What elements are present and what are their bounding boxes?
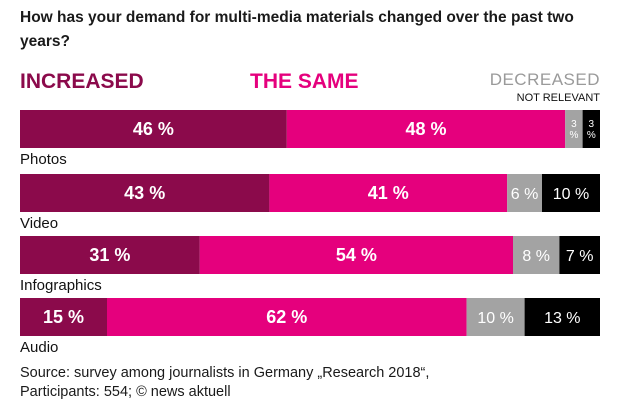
category-label-video: Video [20, 215, 58, 232]
data-label-photos-1: 48 % [405, 119, 446, 139]
bar-segment-audio-2 [466, 298, 525, 336]
data-label-photos-2: 3% [569, 119, 578, 141]
data-label-audio-3: 13 % [544, 310, 580, 327]
data-label-photos-0: 46 % [133, 119, 174, 139]
bar-segment-video-1 [269, 174, 508, 212]
data-label-audio-2: 10 % [477, 310, 513, 327]
bar-segment-infographics-1 [199, 236, 514, 274]
data-label-video-0: 43 % [124, 183, 165, 203]
data-label-infographics-2: 8 % [522, 248, 550, 265]
bar-segment-video-2 [507, 174, 542, 212]
data-label-audio-0: 15 % [43, 307, 84, 327]
data-label-infographics-1: 54 % [336, 245, 377, 265]
data-label-audio-1: 62 % [266, 307, 307, 327]
category-label-audio: Audio [20, 339, 58, 356]
legend-not-relevant: NOT RELEVANT [516, 92, 600, 104]
data-label-video-1: 41 % [368, 183, 409, 203]
legend-the-same: THE SAME [250, 70, 359, 93]
bar-segment-audio-1 [107, 298, 467, 336]
bar-segment-photos-0 [20, 110, 287, 148]
data-label-video-3: 10 % [553, 186, 589, 203]
bar-segment-infographics-3 [559, 236, 600, 274]
bar-segment-photos-1 [286, 110, 566, 148]
source-note: Source: survey among journalists in Germ… [20, 364, 620, 402]
bar-segment-audio-3 [524, 298, 600, 336]
bar-segment-photos-3 [582, 110, 600, 148]
bar-segment-video-3 [542, 174, 600, 212]
data-label-infographics-0: 31 % [89, 245, 130, 265]
bar-segment-video-0 [20, 174, 270, 212]
source-line-1: Source: survey among journalists in Germ… [20, 365, 430, 381]
chart-title: How has your demand for multi-media mate… [20, 9, 574, 50]
category-label-infographics: Infographics [20, 277, 102, 294]
bar-segment-infographics-0 [20, 236, 200, 274]
data-label-video-2: 6 % [511, 186, 539, 203]
legend-decreased: DECREASED [489, 70, 600, 89]
data-label-photos-3: 3% [587, 119, 596, 141]
bar-segment-infographics-2 [513, 236, 560, 274]
source-line-2: Participants: 554; © news aktuell [20, 384, 231, 400]
bar-segment-audio-0 [20, 298, 107, 336]
data-label-infographics-3: 7 % [566, 248, 594, 265]
bar-segment-photos-2 [565, 110, 583, 148]
legend-increased: INCREASED [20, 70, 144, 93]
category-label-photos: Photos [20, 151, 67, 168]
